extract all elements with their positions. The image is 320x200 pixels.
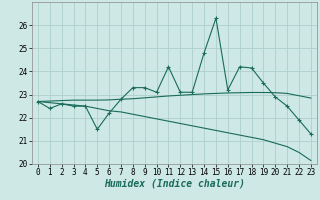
X-axis label: Humidex (Indice chaleur): Humidex (Indice chaleur) [104,179,245,189]
